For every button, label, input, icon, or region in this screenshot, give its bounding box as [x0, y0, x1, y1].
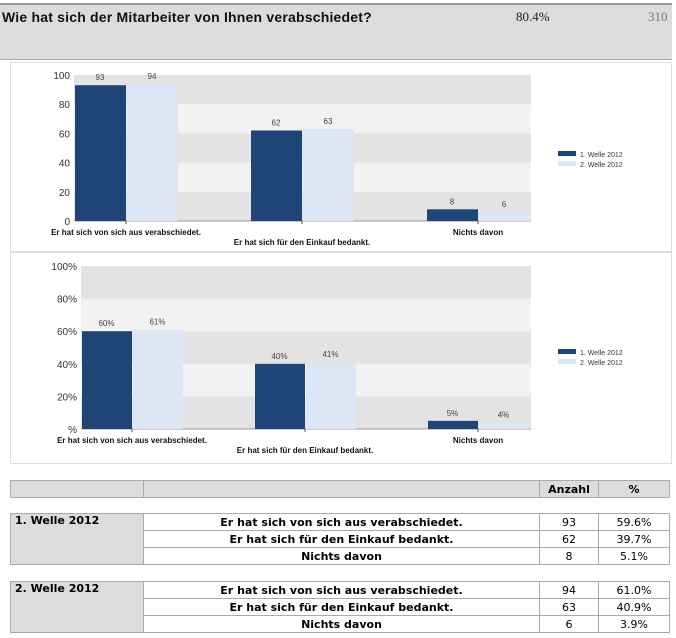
table-row: Nichts davon 8 5.1%	[11, 547, 670, 565]
answer-percent: 39.7%	[598, 530, 670, 548]
answer-percent: 61.0%	[598, 581, 670, 599]
answer-label: Nichts davon	[143, 615, 540, 633]
legend-label: 1. Welle 2012	[580, 152, 623, 159]
x-tick-label: Er hat sich für den Einkauf bedankt.	[237, 446, 373, 455]
col-count: Anzahl	[539, 480, 599, 498]
y-tick-label: 40%	[57, 360, 77, 371]
group-label: 2. Welle 2012	[10, 581, 144, 633]
group-table-2: 2. Welle 2012 Er hat sich von sich aus ve…	[10, 581, 670, 633]
answer-count: 63	[539, 598, 599, 616]
data-label: 4%	[498, 410, 510, 419]
x-tick-label: Er hat sich von sich aus verabschiedet.	[51, 228, 201, 237]
y-tick-label: 40	[59, 159, 71, 170]
answer-label: Er hat sich für den Einkauf bedankt.	[143, 598, 540, 616]
legend-label: 1. Welle 2012	[580, 350, 623, 357]
bar	[82, 331, 132, 429]
percent-chart: % 20% 40% 60% 80% 100% 60% 61% Er hat sich von s…	[10, 252, 672, 464]
data-label: 40%	[271, 352, 287, 361]
question-title: Wie hat sich der Mitarbeiter von Ihnen v…	[2, 9, 372, 25]
answer-count: 8	[539, 547, 599, 565]
col-percent: %	[598, 480, 670, 498]
y-tick-label: 100	[53, 71, 70, 82]
group-label: 1. Welle 2012	[10, 513, 144, 565]
data-label: 6	[502, 200, 507, 209]
bar	[75, 85, 126, 221]
data-label: 94	[148, 72, 157, 81]
table-header: Anzahl %	[10, 480, 670, 498]
answer-label: Nichts davon	[143, 547, 540, 565]
y-tick-label: 80	[59, 100, 71, 111]
bar	[251, 130, 302, 221]
answer-label: Er hat sich für den Einkauf bedankt.	[143, 530, 540, 548]
count-chart-svg: 0 20 40 60 80 100 93 94 Er hat sich von sich aus…	[51, 71, 623, 247]
bar	[255, 363, 305, 429]
data-label: 63	[324, 117, 333, 126]
percent-chart-svg: % 20% 40% 60% 80% 100% 60% 61% Er hat sich von s…	[51, 262, 623, 455]
answer-count: 62	[539, 530, 599, 548]
table-row: 2. Welle 2012 Er hat sich von sich aus ve…	[10, 581, 670, 633]
y-tick-label: 20%	[57, 392, 77, 403]
legend-swatch	[558, 349, 576, 354]
data-label: 62	[272, 118, 281, 127]
table-row: Nichts davon 6 3.9%	[11, 615, 670, 633]
data-label: 8	[450, 197, 455, 206]
x-tick-label: Er hat sich von sich aus verabschiedet.	[57, 436, 207, 445]
question-header: Wie hat sich der Mitarbeiter von Ihnen v…	[0, 3, 672, 60]
answer-label: Er hat sich von sich aus verabschiedet.	[143, 513, 540, 531]
group-table-1: 1. Welle 2012 Er hat sich von sich aus ve…	[10, 513, 670, 565]
legend-swatch	[558, 151, 576, 156]
legend-swatch	[558, 161, 576, 166]
answer-count: 6	[539, 615, 599, 633]
answer-percent: 59.6%	[598, 513, 670, 531]
legend-label: 2. Welle 2012	[580, 162, 623, 169]
y-tick-label: 20	[59, 188, 71, 199]
answer-percent: 5.1%	[598, 547, 670, 565]
bar	[133, 329, 183, 429]
answer-label: Er hat sich von sich aus verabschiedet.	[143, 581, 540, 599]
bar	[127, 83, 178, 221]
bar	[479, 212, 530, 221]
data-label: 93	[96, 73, 105, 82]
bar	[479, 422, 529, 429]
legend-label: 2. Welle 2012	[580, 360, 623, 367]
x-tick-label: Nichts davon	[453, 228, 503, 237]
plot-band	[81, 266, 531, 299]
y-tick-label: %	[68, 425, 77, 436]
plot-band	[81, 298, 531, 332]
x-tick-label: Nichts davon	[453, 436, 503, 445]
response-count: 310	[648, 9, 668, 24]
answer-count: 93	[539, 513, 599, 531]
table-row: Er hat sich für den Einkauf bedankt. 62 39…	[11, 530, 670, 548]
answer-percent: 3.9%	[598, 615, 670, 633]
y-tick-label: 100%	[51, 262, 77, 273]
x-tick-label: Er hat sich für den Einkauf bedankt.	[234, 238, 370, 247]
y-tick-label: 60	[59, 129, 71, 140]
data-label: 5%	[447, 409, 459, 418]
bar	[427, 209, 478, 221]
data-label: 41%	[322, 350, 338, 359]
answer-percent: 40.9%	[598, 598, 670, 616]
count-chart: 0 20 40 60 80 100 93 94 Er hat sich von sich aus…	[10, 62, 672, 252]
data-label: 60%	[98, 319, 114, 328]
y-tick-label: 60%	[57, 327, 77, 338]
y-tick-label: 0	[64, 217, 70, 228]
legend-swatch	[558, 359, 576, 364]
bar	[306, 362, 356, 429]
bar	[303, 129, 354, 221]
data-label: 61%	[149, 318, 165, 327]
answer-count: 94	[539, 581, 599, 599]
response-percent: 80.4%	[516, 9, 550, 24]
bar	[428, 420, 478, 429]
table-row: 1. Welle 2012 Er hat sich von sich aus ve…	[10, 513, 670, 565]
y-tick-label: 80%	[57, 295, 77, 306]
table-row: Er hat sich für den Einkauf bedankt. 63 40…	[11, 598, 670, 616]
